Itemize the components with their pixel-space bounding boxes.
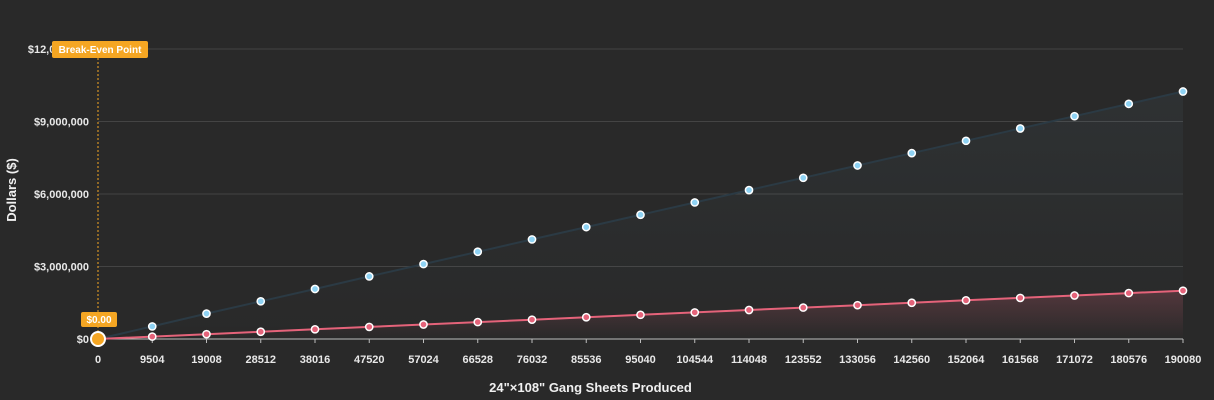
data-point[interactable] <box>310 324 320 334</box>
data-point[interactable] <box>364 322 374 332</box>
data-point[interactable] <box>853 300 862 310</box>
data-point[interactable] <box>690 308 700 317</box>
data-point[interactable] <box>527 235 537 244</box>
y-tick-label: $3,000,000 <box>34 262 89 274</box>
data-point[interactable] <box>581 222 591 232</box>
data-point[interactable] <box>419 259 428 269</box>
x-tick-label: 66528 <box>462 354 493 366</box>
data-point[interactable] <box>744 305 754 315</box>
x-tick-label: 47520 <box>354 354 385 366</box>
x-tick-label: 190080 <box>1165 354 1202 366</box>
y-axis-ticks: $0$3,000,000$6,000,000$9,000,000$12,000,… <box>28 44 89 346</box>
y-tick-label: $6,000,000 <box>34 189 89 201</box>
data-point[interactable] <box>202 309 211 318</box>
data-point[interactable] <box>256 296 266 306</box>
x-tick-label: 85536 <box>571 354 602 366</box>
data-point[interactable] <box>147 322 157 331</box>
data-point[interactable] <box>202 329 211 339</box>
x-tick-label: 76032 <box>517 354 548 366</box>
x-tick-label: 133056 <box>839 354 876 366</box>
x-tick-label: 123552 <box>785 354 822 366</box>
x-tick-label: 161568 <box>1002 354 1039 366</box>
data-point[interactable] <box>907 148 917 158</box>
x-tick-label: 9504 <box>140 354 165 366</box>
data-point[interactable] <box>690 198 700 207</box>
data-point[interactable] <box>636 310 645 320</box>
data-point[interactable] <box>581 312 591 322</box>
data-point[interactable] <box>961 136 971 146</box>
data-point[interactable] <box>364 272 374 281</box>
x-tick-label: 171072 <box>1056 354 1093 366</box>
data-point[interactable] <box>961 295 971 305</box>
data-point[interactable] <box>1178 87 1188 96</box>
data-point[interactable] <box>1124 99 1134 109</box>
data-point[interactable] <box>256 327 266 337</box>
x-axis-title: 24"×108" Gang Sheets Produced <box>489 380 692 395</box>
y-tick-label: $9,000,000 <box>34 117 89 129</box>
x-tick-label: 180576 <box>1110 354 1147 366</box>
data-point[interactable] <box>473 317 483 327</box>
data-point[interactable] <box>853 161 862 170</box>
x-tick-label: 38016 <box>300 354 331 366</box>
break-even-badge <box>52 41 148 58</box>
data-point[interactable] <box>798 303 808 312</box>
data-point[interactable] <box>1015 293 1025 303</box>
y-tick-label: $0 <box>77 334 89 346</box>
x-tick-label: 95040 <box>625 354 656 366</box>
data-point[interactable] <box>1070 111 1079 121</box>
data-point[interactable] <box>527 315 537 325</box>
data-point[interactable] <box>1124 288 1134 298</box>
data-point[interactable] <box>744 185 754 195</box>
x-tick-label: 104544 <box>676 354 714 366</box>
x-tick-label: 114048 <box>731 354 767 366</box>
data-point[interactable] <box>473 247 483 257</box>
x-tick-label: 152064 <box>948 354 986 366</box>
data-point[interactable] <box>419 320 428 329</box>
series-group <box>97 87 1188 341</box>
break-even-annotation: Break-Even Point $0.00 <box>52 41 148 347</box>
data-point[interactable] <box>310 284 320 294</box>
x-tick-label: 19008 <box>191 354 222 366</box>
x-axis-ticks: 0 9504 19008 28512 38016 47520 57024 66528 76032… <box>95 339 1201 366</box>
x-tick-label: 57024 <box>408 354 439 366</box>
data-point[interactable] <box>147 332 157 341</box>
x-tick-label: 0 <box>95 354 101 366</box>
data-point[interactable] <box>1015 124 1025 133</box>
data-point[interactable] <box>1178 286 1188 296</box>
x-tick-label: 28512 <box>245 354 276 366</box>
data-point[interactable] <box>636 210 645 220</box>
data-point[interactable] <box>1070 291 1079 300</box>
break-even-value-badge <box>81 312 117 327</box>
break-even-label: Break-Even Point <box>59 45 142 56</box>
x-tick-label: 142560 <box>893 354 930 366</box>
data-point[interactable] <box>798 173 808 183</box>
y-axis-title: Dollars ($) <box>4 158 19 222</box>
break-even-marker[interactable] <box>90 331 106 347</box>
break-even-value-label: $0.00 <box>86 315 111 326</box>
data-point[interactable] <box>907 298 917 308</box>
